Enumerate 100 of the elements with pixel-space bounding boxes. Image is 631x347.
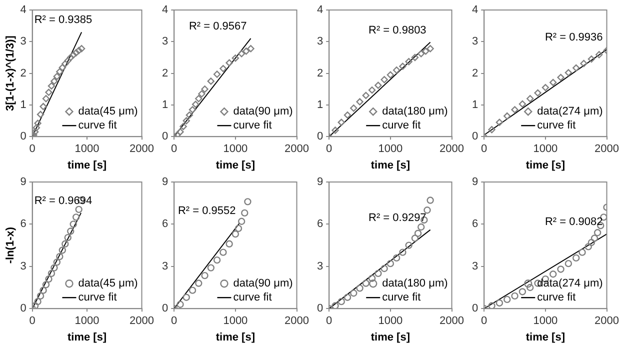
point <box>64 234 72 242</box>
x-tick-label: 2000 <box>284 143 310 156</box>
y-tick-label: 6 <box>316 218 324 230</box>
point <box>542 84 550 92</box>
legend-label: data(45 μm) <box>78 106 138 118</box>
annotation: R² = 0.9297 <box>368 212 426 224</box>
y-tick-label: 3 <box>472 260 478 272</box>
y-tick-label: 2 <box>162 67 168 80</box>
point <box>534 89 542 97</box>
point <box>188 286 196 294</box>
legend-label: curve fit <box>78 292 117 304</box>
point <box>213 256 221 264</box>
point <box>53 72 61 80</box>
y-tick-label: 6 <box>472 218 478 230</box>
point <box>596 51 603 58</box>
point <box>198 90 206 98</box>
point <box>232 54 240 62</box>
x-tick-label: 2000 <box>440 143 464 156</box>
point <box>34 120 42 127</box>
legend-label: data(90 μm) <box>233 106 293 118</box>
point <box>362 280 370 287</box>
x-tick-label: 0 <box>29 315 36 328</box>
y-tick-label: 9 <box>20 176 26 188</box>
y-tick-label: 0 <box>162 130 168 143</box>
point <box>496 118 504 126</box>
annotation: R² = 0.9082 <box>544 216 603 228</box>
point <box>496 299 504 307</box>
point <box>48 82 56 90</box>
x-tick-label: 1000 <box>378 143 403 156</box>
point <box>62 240 69 248</box>
point <box>572 254 580 262</box>
x-tick-label: 2000 <box>284 315 310 328</box>
point <box>356 284 364 292</box>
point <box>578 248 586 256</box>
point <box>186 111 194 119</box>
point <box>32 128 39 136</box>
point <box>75 206 82 214</box>
point <box>488 126 496 134</box>
point <box>72 49 80 56</box>
point <box>234 224 242 232</box>
point <box>518 100 526 108</box>
y-tick-label: 1 <box>162 98 168 111</box>
point <box>182 117 190 124</box>
point <box>62 60 69 68</box>
point <box>42 281 50 288</box>
y-tick-label: 3 <box>316 260 324 272</box>
legend-label: data(274 μm) <box>537 278 603 290</box>
y-tick-label: 1 <box>316 98 324 111</box>
point <box>590 234 598 242</box>
point <box>392 254 400 262</box>
x-axis-title: time [s] <box>370 159 410 172</box>
point <box>226 240 233 248</box>
point <box>426 196 434 204</box>
annotation: R² = 0.9803 <box>368 24 426 36</box>
point <box>557 266 564 273</box>
x-tick-label: 1000 <box>223 315 248 328</box>
point <box>374 82 382 89</box>
x-tick-label: 2000 <box>440 315 464 328</box>
point <box>201 86 208 93</box>
y-tick-label: 4 <box>316 4 324 16</box>
point <box>426 45 434 52</box>
point <box>422 48 430 55</box>
y-tick-label: 3 <box>20 36 26 48</box>
point <box>195 95 202 102</box>
x-tick-label: 0 <box>326 143 332 156</box>
y-axis-title: -ln(1-x) <box>4 226 17 264</box>
point <box>411 54 419 62</box>
point <box>511 292 518 300</box>
point <box>557 74 564 82</box>
y-axis-title: 3[1-(1-x)^(1/3)] <box>4 35 17 112</box>
x-axis-title: time [s] <box>67 159 107 172</box>
point <box>40 102 47 110</box>
point <box>399 62 406 70</box>
point <box>220 248 227 256</box>
point <box>67 228 74 235</box>
point <box>380 264 388 272</box>
point <box>195 280 202 287</box>
point <box>580 60 588 68</box>
point <box>58 246 66 254</box>
x-tick-label: 0 <box>29 143 36 156</box>
x-tick-label: 1000 <box>533 315 558 328</box>
point <box>405 58 412 66</box>
point <box>34 298 42 306</box>
point <box>40 286 47 294</box>
point <box>584 243 592 250</box>
x-axis-title: time [s] <box>526 159 566 172</box>
y-tick-label: 0 <box>472 130 478 143</box>
point <box>518 288 526 296</box>
point <box>332 126 339 134</box>
y-tick-label: 4 <box>162 4 168 16</box>
point <box>550 270 557 278</box>
point <box>207 264 215 272</box>
point <box>418 223 425 231</box>
point <box>36 292 44 300</box>
point <box>338 118 345 126</box>
point <box>48 270 56 278</box>
point <box>572 64 580 72</box>
x-tick-label: 1000 <box>223 143 248 156</box>
legend-label: data(274 μm) <box>537 106 603 118</box>
point <box>32 124 40 132</box>
